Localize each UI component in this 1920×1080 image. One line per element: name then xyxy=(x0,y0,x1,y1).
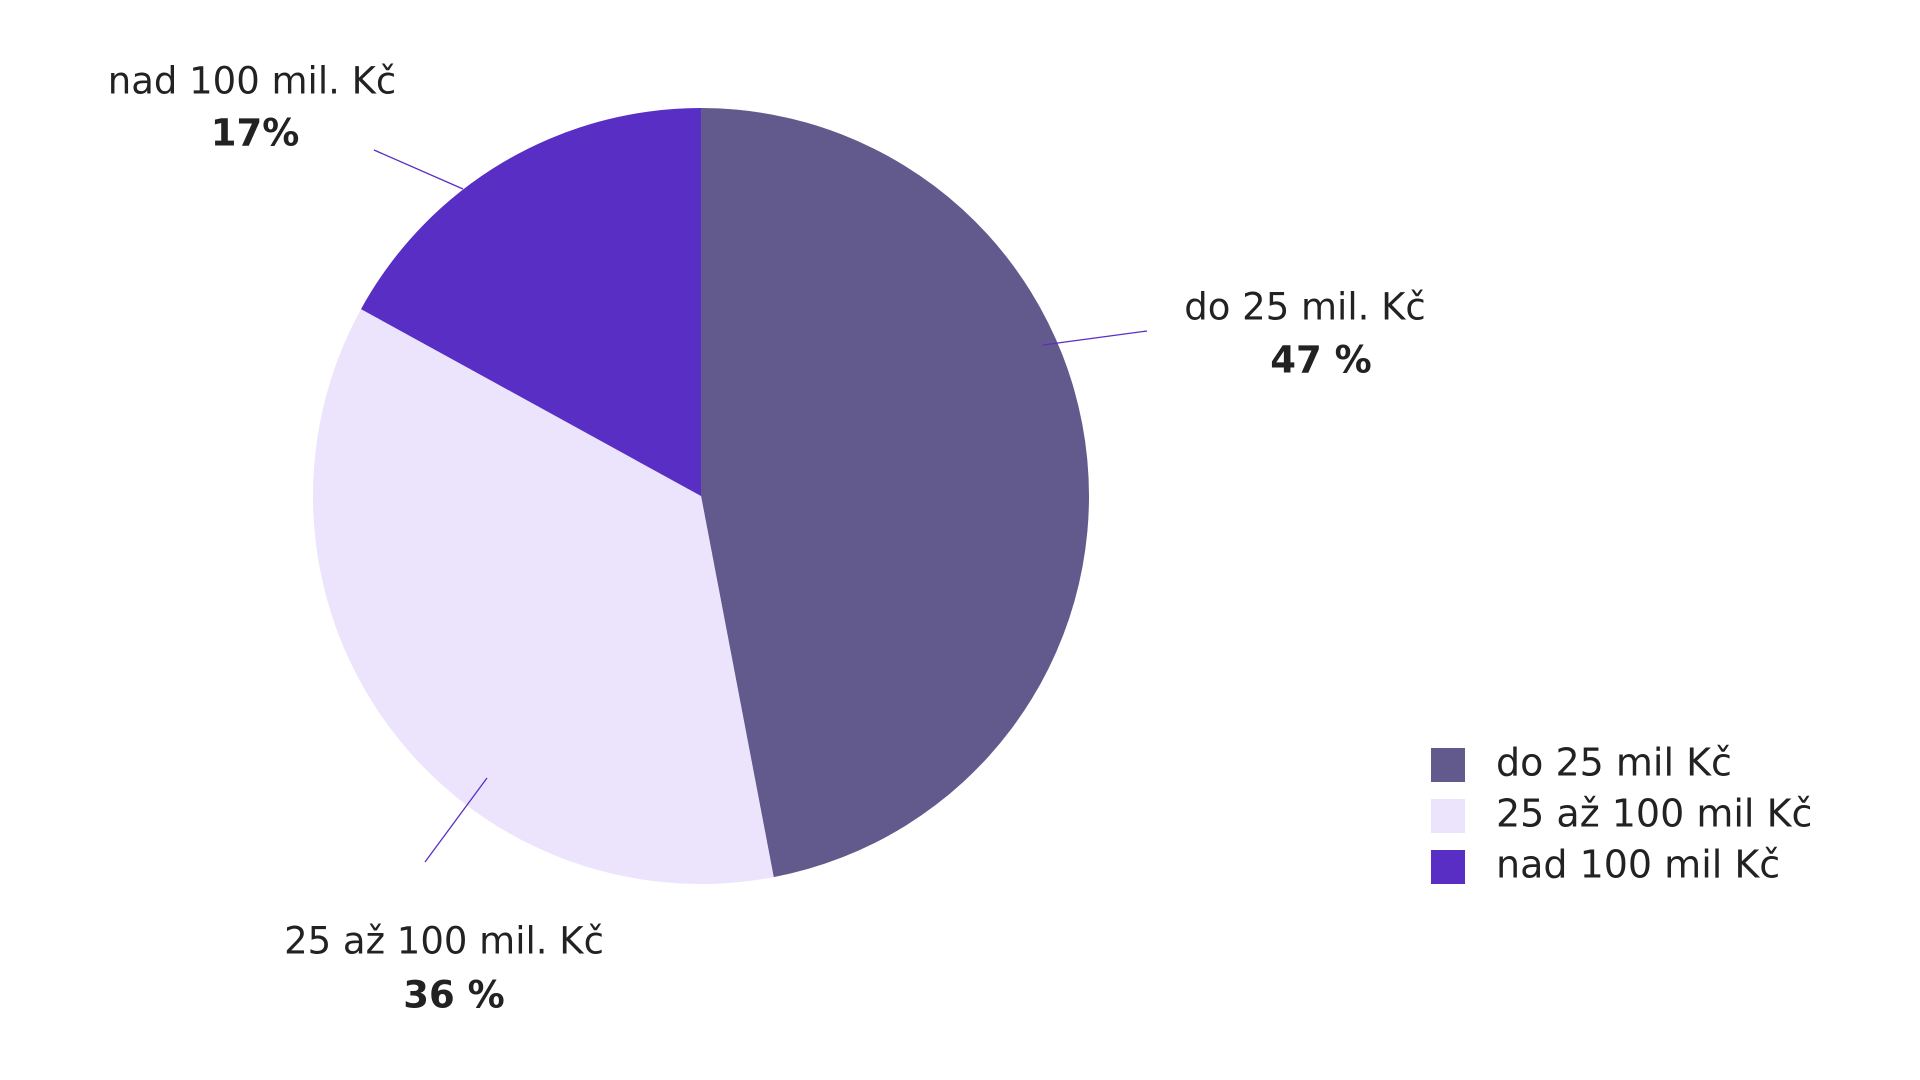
legend-label: do 25 mil Kč xyxy=(1496,741,1732,785)
data-label: 47 % xyxy=(1270,339,1371,382)
data-label: 36 % xyxy=(403,974,504,1017)
pie-slice xyxy=(312,309,774,884)
leader-line xyxy=(373,149,464,190)
slice-label: 25 až 100 mil. Kč xyxy=(284,920,604,963)
data-label: 17% xyxy=(211,112,300,155)
pie-slice xyxy=(360,107,701,496)
legend-label: 25 až 100 mil Kč xyxy=(1496,792,1812,836)
leader-line xyxy=(424,777,488,863)
leader-line xyxy=(1042,330,1148,346)
slice-label: nad 100 mil. Kč xyxy=(108,60,396,103)
legend: do 25 mil Kč 25 až 100 mil Kč nad 100 mil … xyxy=(1431,741,1812,887)
legend-swatch xyxy=(1431,850,1465,884)
legend-label: nad 100 mil Kč xyxy=(1496,843,1780,887)
slice-label: do 25 mil. Kč xyxy=(1184,286,1425,329)
legend-swatch xyxy=(1431,748,1465,782)
legend-swatch xyxy=(1431,799,1465,833)
pie-slice xyxy=(701,108,1090,878)
pie xyxy=(312,107,1090,884)
